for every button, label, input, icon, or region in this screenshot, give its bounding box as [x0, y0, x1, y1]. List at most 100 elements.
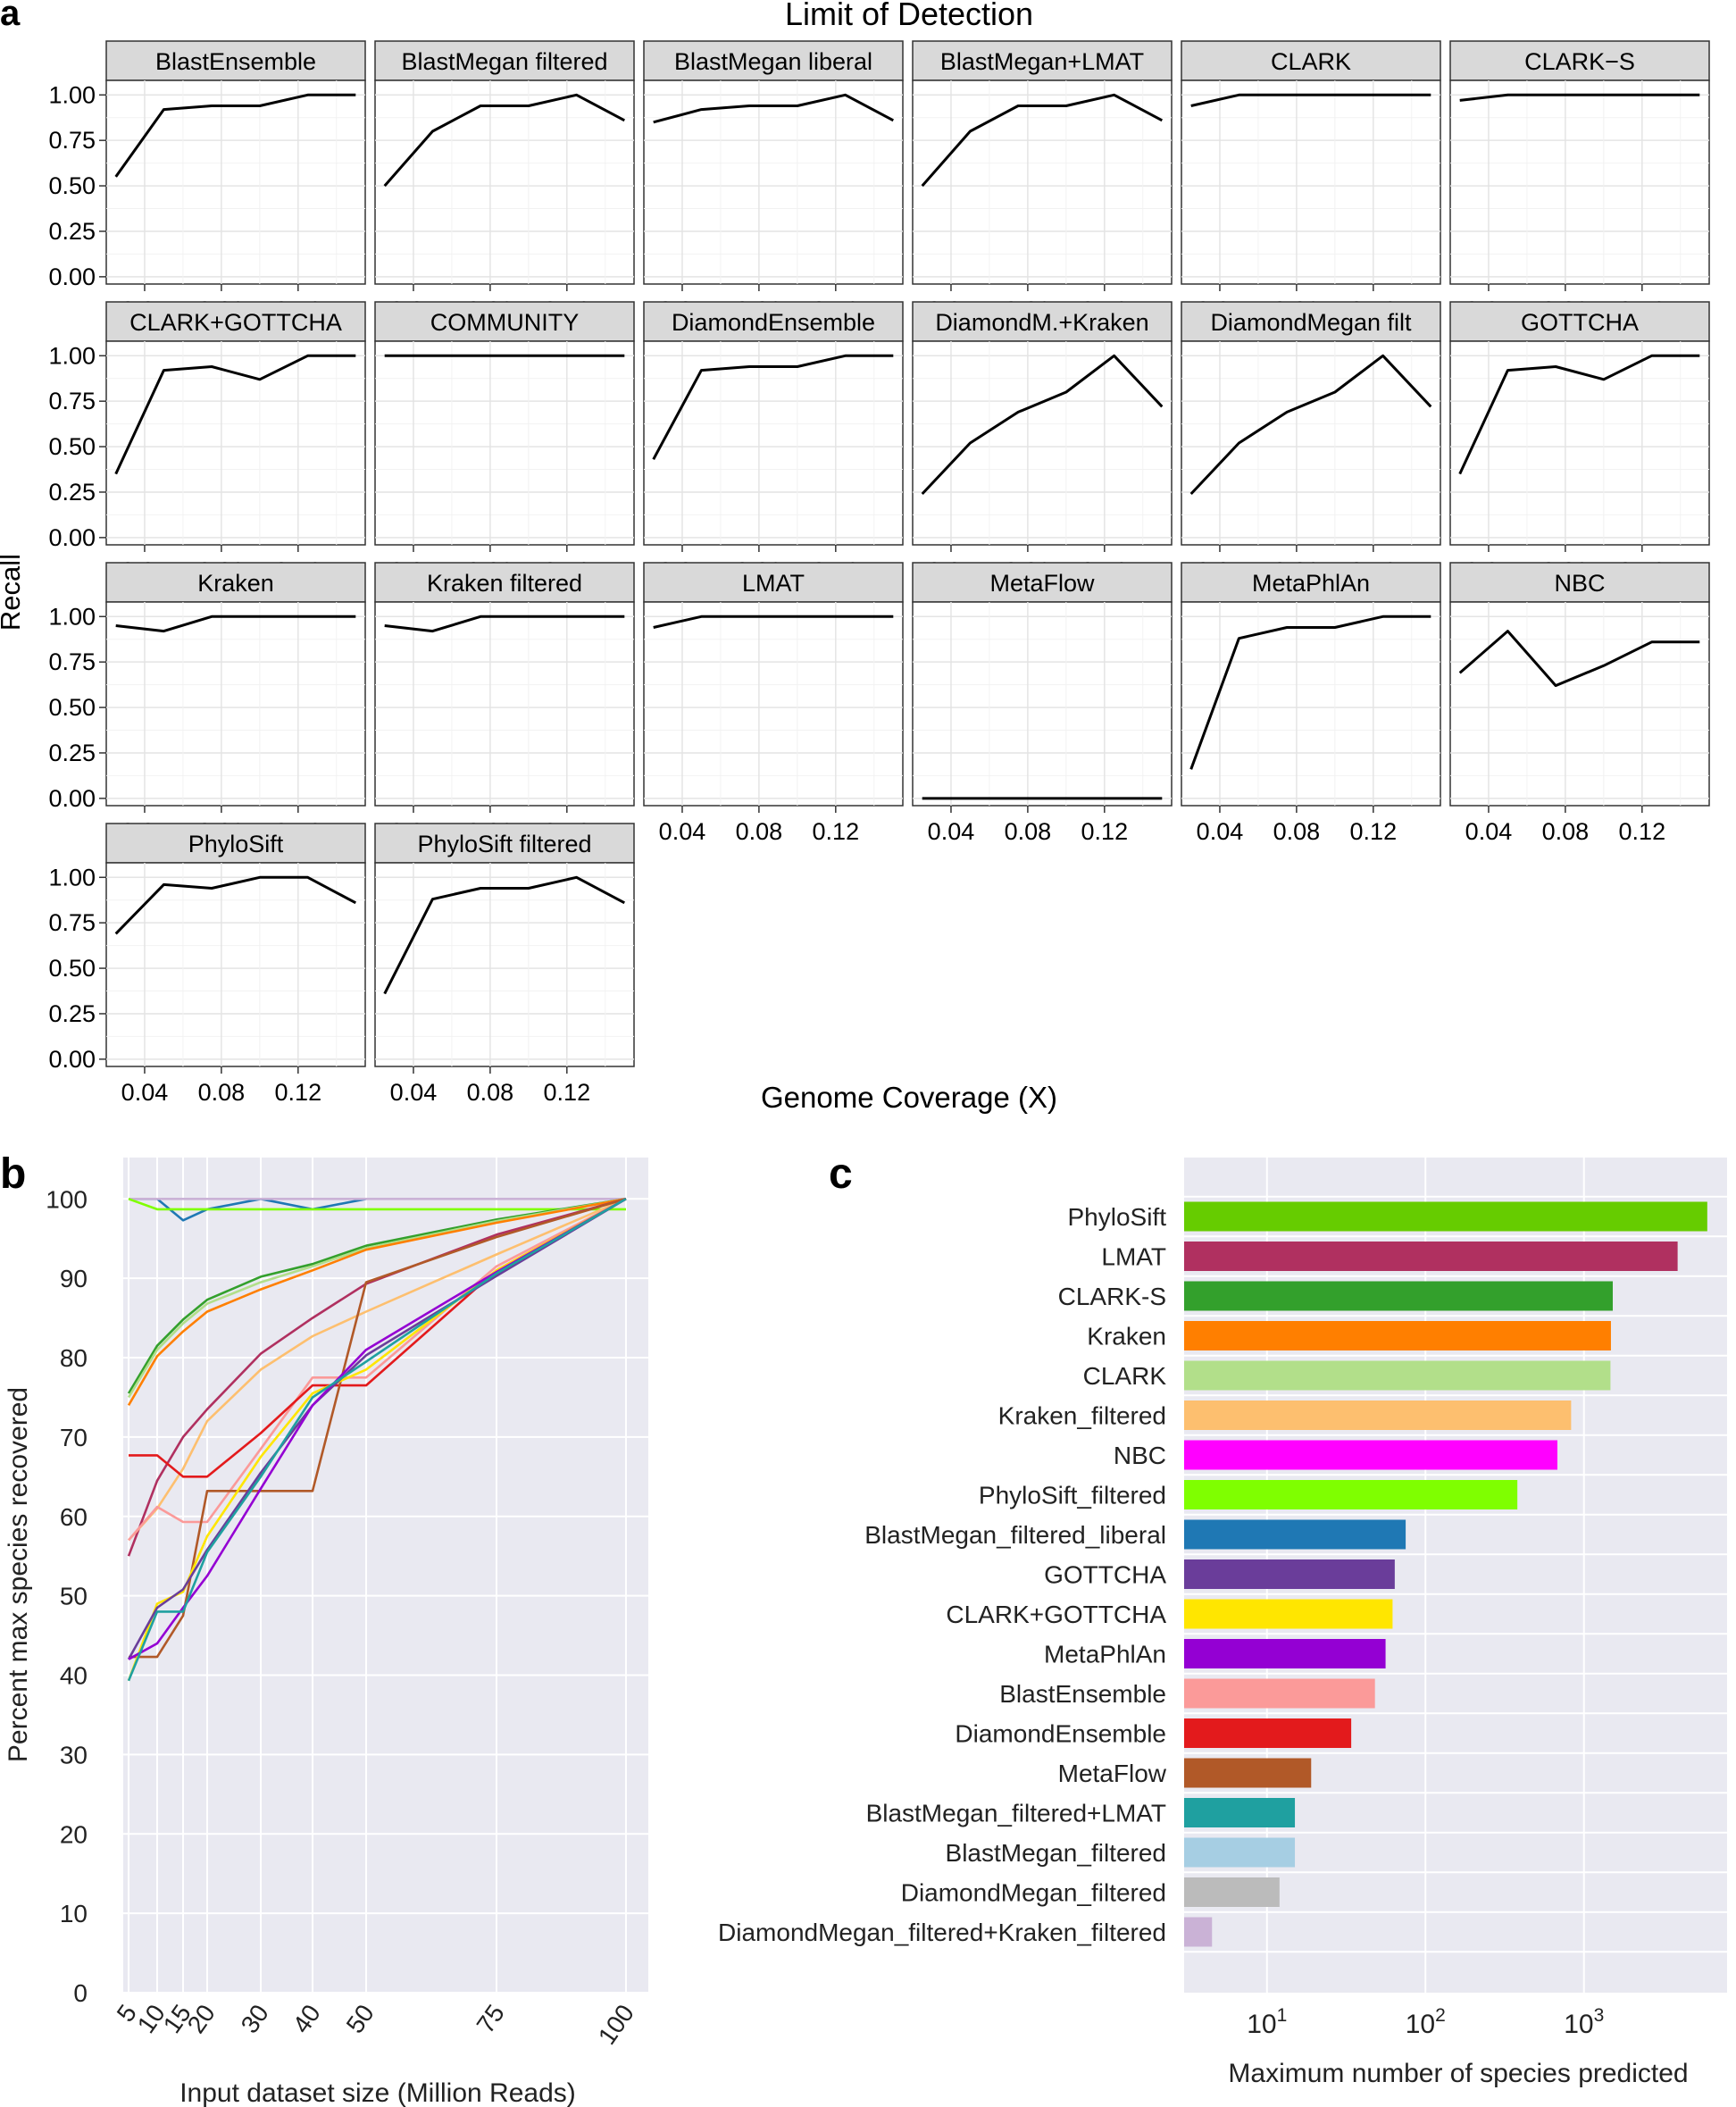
category-label: CLARK [1083, 1362, 1167, 1390]
y-tick-label: 0.00 [48, 263, 96, 290]
x-tick-label: 0.12 [275, 1079, 322, 1106]
facet-panel [912, 79, 1173, 285]
facet-panel [912, 340, 1173, 546]
y-tick-label: 40 [60, 1662, 88, 1690]
y-tick-label: 10 [60, 1900, 88, 1927]
recall-line [1458, 630, 1700, 688]
x-tick-label: 0.04 [390, 1079, 438, 1106]
facet-title: Kraken [197, 570, 274, 597]
facet-panel [105, 862, 366, 1067]
panel-c-label: c [829, 1150, 853, 1198]
x-tick-label: 0.04 [1465, 818, 1513, 845]
category-label: BlastEnsemble [999, 1680, 1166, 1708]
bar-phylosift-filtered [1184, 1480, 1518, 1509]
facet-panel [1181, 340, 1441, 546]
facet-strip [105, 301, 366, 342]
recall-line [1189, 615, 1431, 770]
recall-line [115, 615, 356, 633]
x-tick-exponent: 1 [1277, 2005, 1288, 2026]
y-tick-label: 0.50 [48, 955, 96, 982]
category-label: DiamondMegan_filtered [901, 1879, 1166, 1907]
facet-panel [643, 340, 904, 546]
facet-strip [1449, 40, 1710, 81]
x-tick-label: 40 [288, 2000, 326, 2038]
category-label: LMAT [1101, 1243, 1166, 1271]
recall-line [653, 93, 895, 124]
panel-b-ylabel: Percent max species recovered [4, 1387, 33, 1762]
series-line-blastmegan-filtered-lmat [127, 1198, 627, 1682]
y-tick-label: 0.25 [48, 740, 96, 766]
panel-b-label: b [0, 1150, 26, 1198]
facet-panel [1181, 79, 1441, 285]
recall-line [652, 354, 894, 461]
facet-strip [374, 823, 635, 864]
facet-title: DiamondM.+Kraken [935, 309, 1148, 336]
y-tick-label: 0.00 [48, 524, 96, 551]
facet-community: COMMUNITY0.040.080.12 [374, 301, 635, 584]
facet-lmat: LMAT 0.04 0.08 0.12 [643, 562, 904, 845]
facet-grid: BlastEnsemble 0.04 0.08 0.12 0.00 0.25 0.50 0.7… [48, 40, 1710, 1106]
panel-a-title: Limit of Detection [785, 0, 1033, 32]
series-line-diamondensemble [129, 1198, 627, 1478]
facet-strip [105, 40, 366, 81]
facet-panel [105, 601, 366, 807]
facet-clark-gottcha: CLARK+GOTTCHA0.040.080.120.000.250.500.7… [48, 301, 366, 584]
series-line-metaphlan [128, 1198, 627, 1660]
panel-a-xlabel: Genome Coverage (X) [761, 1081, 1057, 1114]
facet-title: PhyloSift filtered [417, 831, 591, 857]
facet-strip [1181, 40, 1441, 81]
facet-panel [912, 601, 1173, 807]
bar-blastmegan-filtered [1184, 1837, 1296, 1868]
facet-phylosift: PhyloSift 0.04 0.08 0.12 0.00 0.25 0.50 0.75 1.0… [48, 823, 366, 1106]
facet-strip [105, 823, 366, 864]
y-tick-label: 1.00 [48, 603, 96, 630]
facet-strip [374, 301, 635, 342]
recall-line [383, 875, 626, 995]
y-tick-label: 1.00 [48, 81, 96, 108]
category-label: CLARK+GOTTCHA [946, 1601, 1166, 1628]
facet-panel [1449, 79, 1710, 285]
recall-line [1189, 354, 1432, 496]
facet-strip [1449, 301, 1710, 342]
bar-diamondmegan-filtered [1184, 1877, 1280, 1907]
x-tick-label: 0.04 [659, 818, 706, 845]
facet-strip [912, 562, 1173, 603]
facet-strip [643, 40, 904, 81]
x-tick-label: 20 [182, 2000, 221, 2038]
bar-metaflow [1184, 1758, 1312, 1788]
y-tick-label: 0.50 [48, 433, 96, 460]
facet-strip [1449, 562, 1710, 603]
y-tick-label: 20 [60, 1820, 88, 1848]
y-tick-label: 0.75 [48, 388, 96, 414]
y-tick-label: 90 [60, 1265, 88, 1292]
x-tick-exponent: 2 [1435, 2005, 1446, 2026]
facet-diamondensemble: DiamondEnsemble0.040.080.12 [643, 301, 904, 584]
y-tick-label: 0.25 [48, 218, 96, 245]
y-tick-label: 50 [60, 1583, 88, 1610]
panel-b-plot-area [123, 1158, 648, 1993]
category-label: DiamondMegan_filtered+Kraken_filtered [718, 1919, 1166, 1946]
series-line-kraken-filtered [128, 1198, 627, 1542]
facet-panel [105, 340, 366, 546]
series-line-clark-s [127, 1198, 627, 1394]
panel-c-xlabel: Maximum number of species predicted [1228, 2059, 1688, 2088]
bar-metaphlan [1184, 1639, 1386, 1668]
facet-panel [1449, 340, 1710, 546]
x-tick-base: 10 [1564, 2010, 1593, 2039]
facet-title: COMMUNITY [430, 309, 579, 336]
y-tick-label: 30 [60, 1741, 88, 1768]
x-tick-label: 50 [341, 2000, 380, 2038]
facet-title: DiamondMegan filt [1210, 309, 1412, 336]
x-tick-label: 0.12 [1350, 818, 1398, 845]
facet-metaphlan: MetaPhlAn 0.04 0.08 0.12 [1181, 562, 1441, 845]
category-label: BlastMegan_filtered+LMAT [866, 1800, 1166, 1827]
bar-blastmegan-filtered-liberal [1184, 1519, 1406, 1550]
x-tick-label: 75 [472, 2000, 510, 2038]
facet-blastensemble: BlastEnsemble0.040.080.120.000.250.500.7… [48, 40, 366, 323]
x-tick-label: 0.04 [121, 1079, 169, 1106]
x-tick-label: 0.08 [1005, 818, 1052, 845]
panel-a-label: a [0, 0, 21, 33]
